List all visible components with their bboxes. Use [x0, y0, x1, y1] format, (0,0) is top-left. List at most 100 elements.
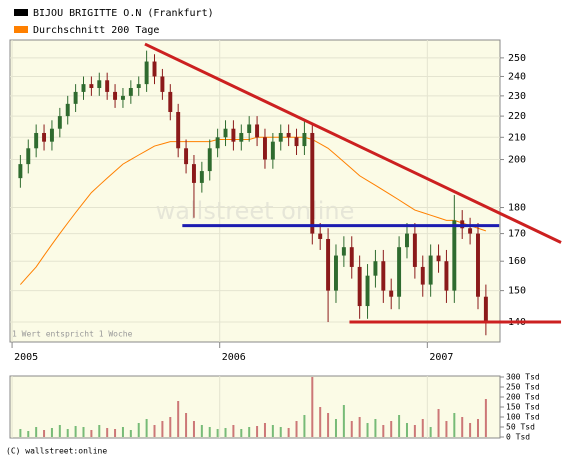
- volume-bar: [319, 407, 322, 437]
- volume-bar: [303, 415, 306, 437]
- candle-body: [436, 255, 441, 262]
- volume-bar: [82, 427, 85, 437]
- volume-bar: [232, 425, 235, 437]
- volume-bar: [169, 417, 172, 437]
- volume-area: [9, 375, 501, 439]
- candle-body: [34, 132, 39, 149]
- volume-bar: [429, 427, 432, 437]
- volume-bar: [469, 423, 472, 437]
- trend-line: [144, 42, 562, 244]
- candle-body: [231, 128, 236, 142]
- candle-body: [49, 128, 54, 142]
- candle-body: [160, 76, 165, 92]
- candle-body: [397, 247, 402, 297]
- candle-body: [136, 84, 141, 89]
- x-tick-label: 2005: [14, 352, 38, 363]
- volume-bar: [461, 417, 464, 437]
- volume-bar: [19, 429, 22, 437]
- volume-bar: [390, 421, 393, 437]
- candle-body: [89, 84, 94, 89]
- y-tick-label: 100 Tsd: [506, 413, 540, 422]
- legend-swatch: [14, 26, 28, 33]
- volume-bar: [177, 401, 180, 437]
- candle-body: [389, 290, 394, 297]
- volume-bar: [192, 421, 195, 437]
- candle-body: [310, 132, 315, 234]
- volume-bar: [263, 423, 266, 437]
- y-tick-label: 250: [508, 53, 526, 64]
- y-tick-label: 250 Tsd: [506, 383, 540, 392]
- volume-bar: [200, 425, 203, 437]
- y-tick-label: 210: [508, 132, 526, 143]
- y-tick-label: 240: [508, 71, 526, 82]
- candle-body: [365, 275, 370, 307]
- candle-body: [318, 233, 323, 239]
- candle-body: [302, 132, 307, 147]
- legend-label: BIJOU BRIGITTE O.N (Frankfurt): [33, 8, 214, 19]
- volume-bar: [208, 427, 211, 437]
- candle-body: [128, 88, 133, 96]
- candle-body: [420, 266, 425, 285]
- candle-body: [18, 164, 23, 179]
- volume-bar: [58, 425, 61, 437]
- volume-bar: [398, 415, 401, 437]
- candle-body: [81, 84, 86, 92]
- volume-bar: [50, 428, 53, 437]
- candle-body: [294, 137, 299, 147]
- volume-bar: [374, 419, 377, 437]
- line-series: [20, 136, 487, 285]
- volume-bar: [453, 413, 456, 437]
- candle-body: [215, 137, 220, 149]
- volume-bar: [366, 423, 369, 437]
- candle-body: [255, 124, 260, 138]
- candle-body: [105, 80, 110, 92]
- candle-body: [349, 247, 354, 267]
- volume-bar: [382, 425, 385, 437]
- candle-body: [223, 128, 228, 138]
- y-tick-label: 0 Tsd: [506, 433, 530, 442]
- candle-body: [373, 261, 378, 276]
- candle-body: [239, 132, 244, 142]
- volume-bar: [311, 377, 314, 437]
- x-tick-label: 2007: [429, 352, 453, 363]
- volume-bar: [106, 428, 109, 437]
- candle-body: [247, 124, 252, 133]
- candle-body: [144, 61, 149, 85]
- candle-body: [334, 255, 338, 291]
- candle-body: [191, 164, 196, 183]
- candle-body: [65, 103, 70, 117]
- candle-body: [357, 266, 362, 307]
- candle-body: [207, 148, 212, 172]
- volume-bar: [137, 423, 140, 437]
- volume-bar: [74, 426, 77, 437]
- y-tick-label: 230: [508, 91, 526, 102]
- volume-bar: [279, 427, 282, 437]
- candle-body: [168, 91, 173, 112]
- y-tick-label: 220: [508, 111, 526, 122]
- volume-bar: [437, 409, 440, 437]
- y-tick-label: 300 Tsd: [506, 373, 540, 382]
- volume-bar: [405, 423, 408, 437]
- volume-bar: [484, 399, 487, 437]
- volume-bar: [358, 417, 361, 437]
- y-tick-label: 200: [508, 155, 526, 166]
- annotation: 1 Wert entspricht 1 Woche: [12, 330, 133, 339]
- candle-body: [412, 233, 417, 267]
- volume-bar: [129, 430, 132, 437]
- volume-bar: [334, 419, 337, 437]
- candle-body: [405, 233, 409, 248]
- candle-body: [199, 171, 204, 183]
- candle-body: [184, 148, 189, 165]
- volume-bar: [66, 429, 69, 437]
- candle-body: [326, 238, 331, 291]
- volume-bar: [445, 421, 448, 437]
- candle-body: [42, 132, 47, 142]
- volume-bar: [240, 429, 243, 437]
- y-tick-label: 180: [508, 203, 526, 214]
- volume-bar: [413, 425, 416, 437]
- candle-body: [341, 247, 346, 256]
- candle-body: [57, 116, 62, 129]
- volume-bar: [327, 413, 330, 437]
- volume-bar: [287, 428, 290, 437]
